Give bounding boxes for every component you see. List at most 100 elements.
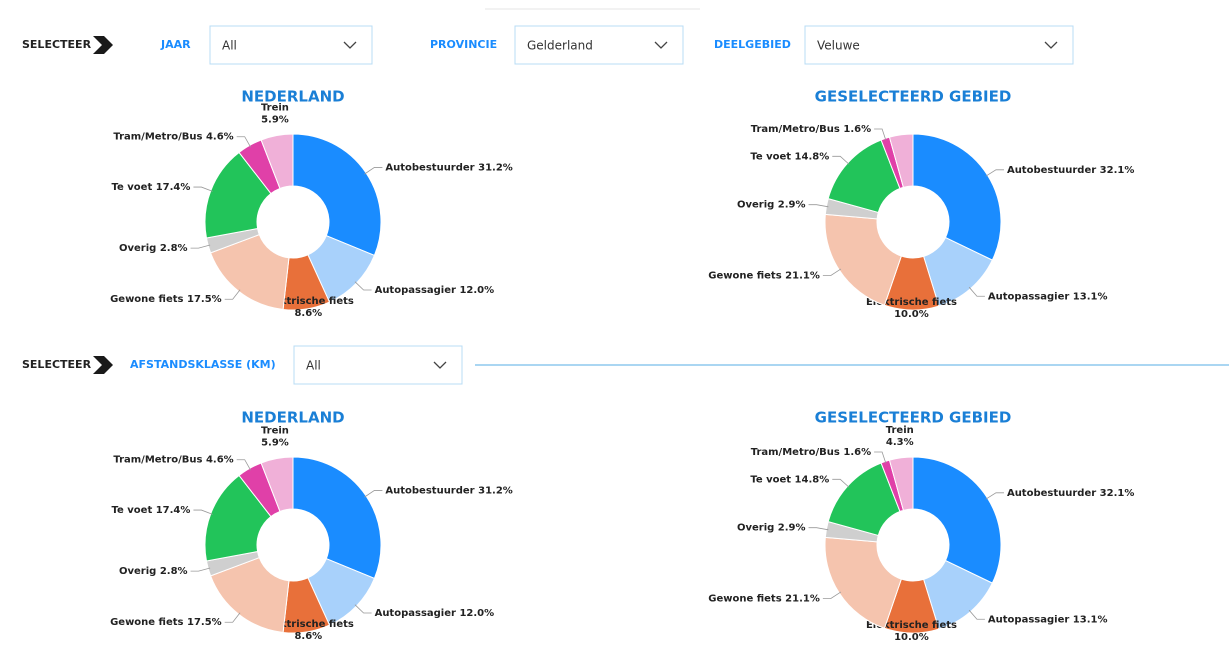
slice-category: Gewone fiets <box>110 617 183 628</box>
slice-label: Overig 2.9% <box>737 523 806 534</box>
donut-slice <box>260 456 294 513</box>
slice-category: Overig <box>119 243 156 254</box>
slice-value: 14.8% <box>795 151 830 162</box>
slice-category: Elektrische fiets <box>263 296 354 307</box>
slice-label: Gewone fiets 17.5% <box>110 617 222 628</box>
slice-value: 5.9% <box>261 115 289 126</box>
leader-line <box>190 244 211 249</box>
slice-label: Overig 2.8% <box>119 566 188 577</box>
leader-line <box>354 281 372 291</box>
donut-slice <box>888 456 914 511</box>
leader-line <box>808 204 829 208</box>
slice-label: Trein 5.9% <box>261 426 289 449</box>
slice-value: 8.6% <box>294 308 322 319</box>
slice-category: Gewone fiets <box>708 593 781 604</box>
donut-slice <box>260 133 294 190</box>
select-prefix: SELECTEER <box>22 38 92 51</box>
slice-category: Overig <box>737 523 774 534</box>
slice-category: Tram/Metro/Bus <box>751 447 840 458</box>
slice-category: Autobestuurder <box>1007 165 1096 176</box>
slice-label: Tram/Metro/Bus 4.6% <box>113 132 233 143</box>
slice-label: Gewone fiets 21.1% <box>708 270 820 281</box>
dropdown-caret <box>1044 41 1058 49</box>
slice-label: Trein 5.9% <box>261 103 289 126</box>
slice-category: Elektrische fiets <box>866 297 957 308</box>
donut-slice <box>912 133 1002 261</box>
slice-value: 1.6% <box>843 124 871 135</box>
dropdown-value: Veluwe <box>817 39 860 53</box>
chart-title: GESELECTEERD GEBIED <box>815 409 1012 427</box>
slice-value: 13.1% <box>1073 614 1108 625</box>
slice-category: Te voet <box>112 182 153 193</box>
leader-line <box>224 612 241 623</box>
slice-value: 2.8% <box>160 243 188 254</box>
chart-title: NEDERLAND <box>241 409 344 427</box>
slice-category: Trein <box>261 426 289 437</box>
chevron-icon <box>93 36 113 54</box>
slice-value: 10.0% <box>894 632 929 643</box>
leader-line <box>832 478 850 488</box>
slice-value: 2.8% <box>160 566 188 577</box>
slice-category: Autopassagier <box>375 608 456 619</box>
dropdown-caret <box>433 361 447 369</box>
chevron-icon <box>93 356 113 374</box>
leader-line <box>874 128 887 141</box>
filter-label: PROVINCIE <box>430 38 497 51</box>
leader-line <box>985 492 1004 500</box>
slice-category: Trein <box>261 103 289 114</box>
slice-category: Tram/Metro/Bus <box>113 132 202 143</box>
slice-label: Autobestuurder 31.2% <box>385 162 512 173</box>
slice-category: Tram/Metro/Bus <box>113 455 202 466</box>
slice-category: Elektrische fiets <box>263 619 354 630</box>
slice-label: Gewone fiets 17.5% <box>110 294 222 305</box>
slice-value: 31.2% <box>478 485 513 496</box>
dropdown-caret <box>654 41 668 49</box>
donut-slice <box>824 213 902 306</box>
dropdown[interactable] <box>293 345 463 385</box>
slice-value: 5.9% <box>261 438 289 449</box>
leader-line <box>808 527 829 531</box>
slice-label: Overig 2.8% <box>119 243 188 254</box>
slice-value: 12.0% <box>459 608 494 619</box>
slice-label: Tram/Metro/Bus 1.6% <box>751 124 871 135</box>
slice-label: Elektrische fiets 10.0% <box>866 297 957 320</box>
dropdown-value: All <box>306 359 321 373</box>
leader-line <box>224 289 241 300</box>
slice-value: 17.5% <box>187 617 222 628</box>
leader-line <box>968 609 985 620</box>
slice-value: 32.1% <box>1100 165 1135 176</box>
donut-slice <box>292 456 382 580</box>
dropdown[interactable] <box>804 25 1074 65</box>
slice-label: Elektrische fiets 10.0% <box>866 620 957 643</box>
slice-value: 10.0% <box>894 309 929 320</box>
slice-category: Te voet <box>750 151 791 162</box>
leader-line <box>236 136 251 148</box>
slice-label: Autobestuurder 32.1% <box>1007 165 1134 176</box>
filter-label: DEELGEBIED <box>714 38 791 51</box>
slice-category: Gewone fiets <box>708 270 781 281</box>
donut-slice <box>888 133 914 188</box>
slice-value: 21.1% <box>785 270 820 281</box>
filter-label: AFSTANDSKLASSE (KM) <box>130 358 276 371</box>
slice-label: Gewone fiets 21.1% <box>708 593 820 604</box>
leader-line <box>193 509 213 515</box>
dropdown[interactable] <box>209 25 373 65</box>
leader-line <box>190 567 211 572</box>
leader-line <box>236 459 251 471</box>
slice-value: 2.9% <box>778 523 806 534</box>
slice-category: Te voet <box>112 505 153 516</box>
slice-category: Tram/Metro/Bus <box>751 124 840 135</box>
slice-value: 17.4% <box>156 182 191 193</box>
donut-slice <box>209 233 290 310</box>
slice-value: 4.6% <box>206 455 234 466</box>
slice-value: 13.1% <box>1073 291 1108 302</box>
slice-category: Autobestuurder <box>385 485 474 496</box>
donut-slice <box>209 556 290 633</box>
slice-category: Autobestuurder <box>385 162 474 173</box>
slice-value: 2.9% <box>778 200 806 211</box>
leader-line <box>874 451 887 464</box>
dropdown[interactable] <box>514 25 684 65</box>
leader-line <box>985 169 1004 177</box>
slice-category: Elektrische fiets <box>866 620 957 631</box>
slice-category: Autopassagier <box>988 291 1069 302</box>
